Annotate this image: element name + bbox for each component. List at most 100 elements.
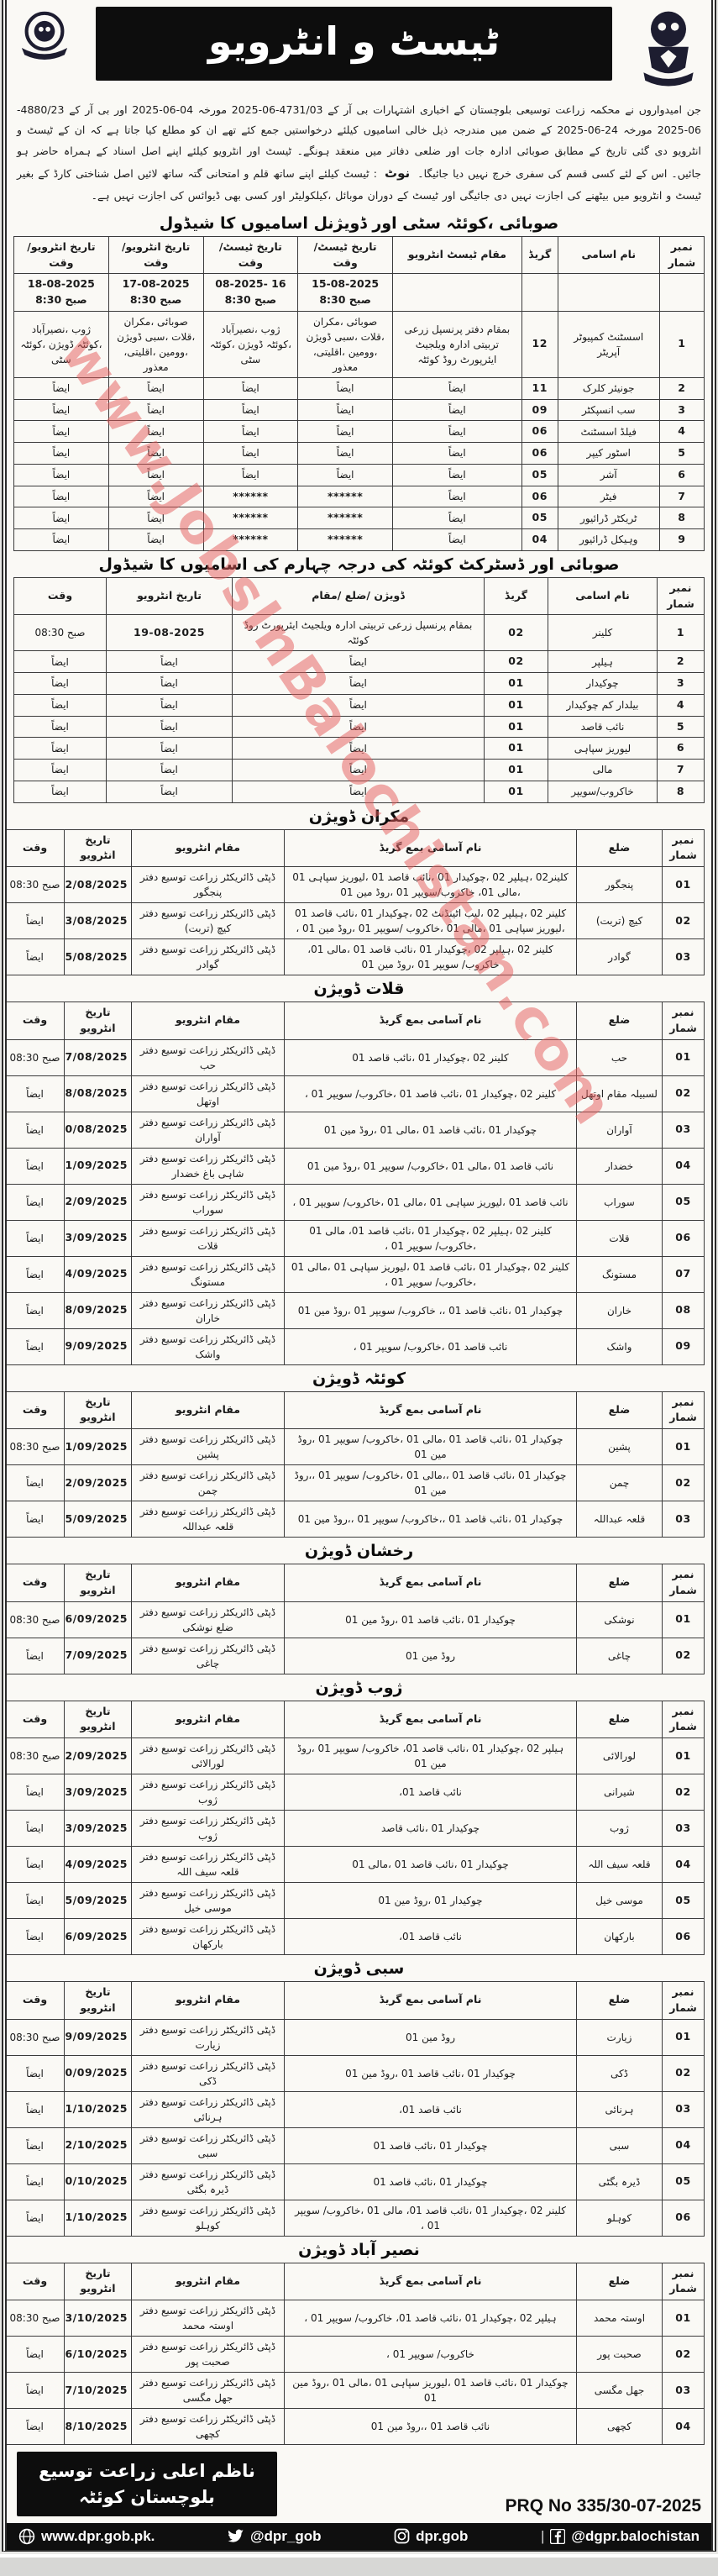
division-section: قلات ڈویژن نمبر شمار ضلع نام آسامی بمع گریڈ… <box>7 975 705 1365</box>
table-cell: کوہلو <box>576 2199 663 2237</box>
col-district: ضلع <box>576 1001 663 1040</box>
table-cell: 08 <box>662 1291 705 1329</box>
table-row: 5 اسٹور کیپر 06 ایضاً ایضاً ایضاً ایضاً ایضاً <box>13 442 705 465</box>
table-cell: 26/09/2025 <box>64 1918 132 1956</box>
table-cell: چوکیدار 01 ،نائب قاصد 01 ،لیوریز سپاہی 0… <box>284 2372 577 2410</box>
table-row: 01 حب کلینر 02 ،چوکیدار 01 ،نائب قاصد 01 ڈپ… <box>7 1038 705 1076</box>
division-section: کوئٹہ ڈویژن نمبر شمار ضلع نام آسامی بمع گری… <box>7 1365 705 1538</box>
table-cell: ایضاً <box>7 2090 65 2128</box>
table-cell: 01/09/2025 <box>64 1147 132 1185</box>
table-cell: 06 <box>521 442 558 465</box>
section-title-grade4: صوبائی اور ڈسٹرکٹ کوئٹہ کی درجہ چہارم کی… <box>98 555 620 574</box>
division-section: ژوب ڈویژن نمبر شمار ضلع نام آسامی بمع گریڈ م… <box>7 1674 705 1956</box>
table-row: 02 شیرانی نائب قاصد 01، ڈپٹی ڈائریکٹر زراعت… <box>7 1774 705 1811</box>
table-cell: ایضاً <box>107 420 204 444</box>
table-cell: ڈپٹی ڈائریکٹر زراعت توسیع دفتر مستونگ <box>131 1255 285 1293</box>
table-cell: اسسٹنٹ کمپیوٹر آپریٹر <box>557 310 660 378</box>
table-cell: ڈپٹی ڈائریکٹر زراعت توسیع دفتر اوستہ محم… <box>131 2300 285 2337</box>
table-row: 03 ہرنائی نائب قاصد 01، ڈپٹی ڈائریکٹر زراعت… <box>7 2090 705 2128</box>
table-cell: کلینر <box>548 614 658 652</box>
table-cell: 08/10/2025 <box>64 2408 132 2446</box>
division-title: مکران ڈویژن <box>308 807 410 826</box>
table-cell: ایضاً <box>297 420 393 444</box>
table-cell: جھل مگسی <box>576 2372 663 2410</box>
table-cell: چوکیدار 01 ،نائب قاصد 01 ،، خاکروب/ سویپ… <box>284 1291 577 1329</box>
table-cell: چمن <box>576 1464 663 1502</box>
col-district: ضلع <box>576 1981 663 2020</box>
table-cell: 16/09/2025 <box>64 1601 132 1638</box>
table-cell: ایضاً <box>106 780 233 803</box>
table-cell: 01 <box>662 1428 705 1466</box>
division-sections: مکران ڈویژن نمبر شمار ضلع نام آسامی بمع گری… <box>7 803 705 2446</box>
table-cell: ****** <box>297 485 393 508</box>
table-row: 05 سوراب نائب قاصد 01 ،لیوریز سپاہی 01 ،ما… <box>7 1183 705 1221</box>
table-cell: ایضاً <box>392 420 522 444</box>
masthead: ٹیسٹ و انٹرویو <box>13 5 705 93</box>
table-cell: 04 <box>662 2408 705 2446</box>
table-cell: چوکیدار 01 ،نائب قاصد 01 ،روڈ مین 01 <box>284 1601 577 1638</box>
table-cell: 7 <box>657 759 705 781</box>
table-cell: 02 <box>662 2054 705 2092</box>
table-cell: ایضاً <box>392 528 522 551</box>
header-row: نمبر شمار نام اسامی گریڈ ڈویژن /ضلع /مقا… <box>13 576 705 616</box>
col-district: ضلع <box>576 2262 663 2301</box>
table-cell: 12/09/2025 <box>64 1464 132 1502</box>
table-row: 02 چمن چوکیدار 01 ،نائب قاصد 01 ،،مالی 01 … <box>7 1464 705 1502</box>
table-cell: ہرنائی <box>576 2090 663 2128</box>
division-schedule-table: نمبر شمار ضلع نام آسامی بمع گریڈ مقام انٹرو… <box>7 1700 705 1956</box>
table-row: 06 کوہلو کلینر 02 ،چوکیدار 01 ،نائب قاصد 0… <box>7 2199 705 2237</box>
table-cell: قلعہ عبداللہ <box>576 1501 663 1538</box>
table-cell: گوادر <box>576 938 663 976</box>
table-cell: ایضاً <box>107 463 204 486</box>
table-cell: چوکیدار 01 ،نائب قاصد <box>284 1810 577 1848</box>
col-interview-date: تاریخ انٹرویو <box>64 2262 132 2301</box>
table-cell: 17-08-2025 صبح 8:30 <box>107 273 204 312</box>
table-cell: 04/09/2025 <box>64 1255 132 1293</box>
table-cell: ایضاً <box>7 1882 65 1920</box>
table-cell: صبح 08:30 <box>7 1737 65 1775</box>
col-district: ضلع <box>576 1700 663 1739</box>
table-cell: مالی <box>548 759 658 781</box>
table-cell: 9 <box>658 528 705 551</box>
table-cell: صبح 08:30 <box>7 1038 65 1076</box>
table-cell: 3 <box>657 672 705 695</box>
table-cell: ایضاً <box>7 1464 65 1502</box>
table-cell: شیرانی <box>576 1774 663 1811</box>
col-interview-date-2: تاریخ انٹرویو/وقت <box>13 235 109 275</box>
table-cell: 16 -08-2025 صبح 8:30 <box>202 273 299 312</box>
col-serial: نمبر شمار <box>658 235 705 275</box>
table-cell: کلینر 02 ،ہیلپر 02 ،لیب اٹینڈنٹ 02 ،چوکی… <box>284 902 577 940</box>
col-interview-venue: مقام انٹرویو <box>131 1981 285 2020</box>
table-cell: ایضاً <box>106 737 233 760</box>
table-cell: موسی خیل <box>576 1882 663 1920</box>
table-cell: 4 <box>658 420 705 444</box>
col-grade: گریڈ <box>521 235 558 275</box>
table-cell: کلینر 02 ،ہیلپر 02 ،چوکیدار 01 ،نائب قاص… <box>284 1219 577 1257</box>
table-cell: ایضاً <box>13 715 107 739</box>
table-cell: 03 <box>662 2372 705 2410</box>
col-time: وقت <box>7 2262 65 2301</box>
table-cell: 3 <box>658 398 705 422</box>
table-cell: صبح 08:30 <box>7 1601 65 1638</box>
table-cell: 04 <box>662 1147 705 1185</box>
table-row: 7 فیٹر 06 ایضاً ****** ****** ایضاً ایضاً <box>13 485 705 508</box>
website-text: www.dpr.gob.pk. <box>41 2527 155 2544</box>
twitter-handle: @dpr_gob <box>249 2527 322 2544</box>
table-cell: 06 <box>662 1918 705 1956</box>
table-cell: 01 <box>662 1737 705 1775</box>
table-cell: ڈپٹی ڈائریکٹر زراعت توسیع دفتر ژوب <box>131 1774 285 1811</box>
table-row: 05 ڈیرہ بگٹی چوکیدار 01 ،نائب قاصد 01 ڈپٹی … <box>7 2163 705 2200</box>
table-row: 05 موسی خیل چوکیدار 01 ،روڈ مین 01 ڈپٹی ڈائ… <box>7 1882 705 1920</box>
table-cell: 04 <box>662 2127 705 2164</box>
table-cell: خاکروب/ سویپر 01 ، <box>284 2336 577 2374</box>
table-cell: فیٹر <box>557 485 660 508</box>
table-cell <box>557 273 660 312</box>
table-cell: 7 <box>658 485 705 508</box>
col-test-date-2: تاریخ ٹیسٹ/وقت <box>202 235 299 275</box>
table-cell: 01/10/2025 <box>64 2090 132 2128</box>
col-time: وقت <box>7 1391 65 1430</box>
table-cell: ڈپٹی ڈائریکٹر زراعت توسیع دفتر قلعہ سیف … <box>131 1846 285 1884</box>
table-cell: ایضاً <box>232 672 485 695</box>
table-cell: خاران <box>576 1291 663 1329</box>
table-cell: ایضاً <box>232 650 485 674</box>
